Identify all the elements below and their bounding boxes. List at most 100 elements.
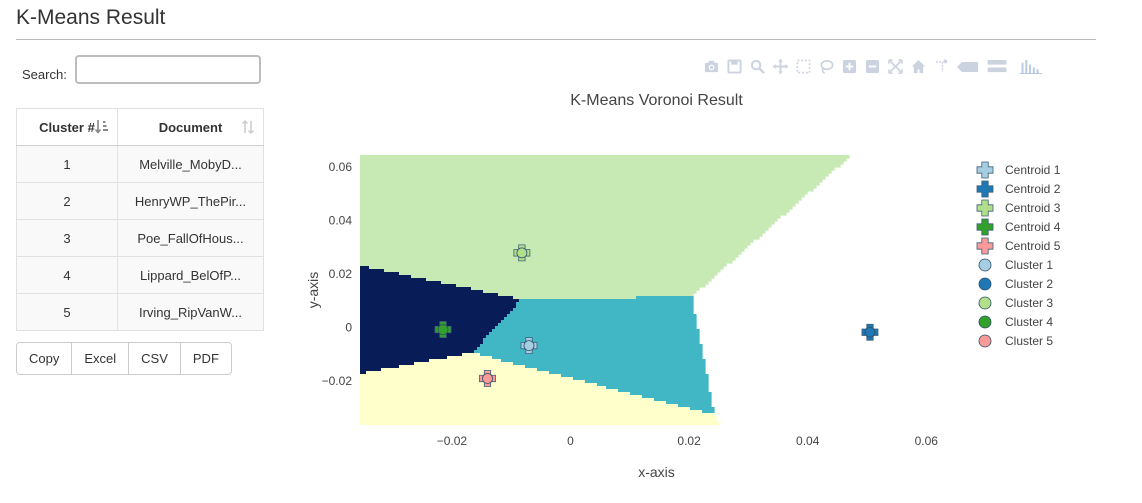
legend-circle-icon (978, 315, 992, 329)
voronoi-cell (360, 209, 790, 213)
voronoi-cell (366, 371, 550, 375)
voronoi-cell (516, 305, 694, 309)
voronoi-cell (426, 278, 712, 282)
y-axis-label: y-axis (305, 272, 321, 309)
cluster-cell: 2 (16, 182, 118, 220)
box-select-icon[interactable] (795, 58, 812, 75)
table-row[interactable]: 2 HenryWP_ThePir... (16, 182, 264, 220)
x-axis-label: x-axis (638, 464, 675, 480)
voronoi-cell (360, 362, 415, 366)
voronoi-cell (429, 359, 502, 363)
voronoi-cell (360, 335, 487, 339)
plot-modebar (703, 58, 1050, 75)
voronoi-cell (360, 401, 667, 405)
page-title: K-Means Result (16, 6, 166, 29)
legend-circle-icon (978, 258, 992, 272)
voronoi-cell (360, 191, 808, 195)
excel-button[interactable]: Excel (71, 342, 130, 375)
voronoi-cell (360, 227, 769, 231)
table-row[interactable]: 4 Lippard_BelOfP... (16, 256, 264, 294)
voronoi-cell (573, 377, 709, 381)
voronoi-cell (360, 368, 382, 372)
voronoi-cell (360, 311, 511, 315)
title-divider (16, 39, 1096, 40)
voronoi-cell (360, 407, 691, 411)
voronoi-cell (678, 404, 712, 408)
voronoi-cell (360, 272, 400, 276)
voronoi-cell (360, 392, 631, 396)
voronoi-cell (360, 290, 484, 294)
csv-button[interactable]: CSV (128, 342, 181, 375)
legend-entry-label: Cluster 3 (1005, 296, 1053, 310)
camera-icon[interactable] (703, 58, 720, 75)
spike-lines-icon[interactable] (933, 58, 950, 75)
voronoi-cell (513, 308, 694, 312)
voronoi-cell (360, 332, 490, 336)
legend-cross-icon (976, 218, 994, 236)
y-tick-label: 0.06 (329, 160, 353, 174)
document-column-header[interactable]: Document (117, 108, 264, 146)
cluster-column-header[interactable]: Cluster # (16, 108, 118, 146)
home-icon[interactable] (910, 58, 927, 75)
voronoi-cell (585, 380, 709, 384)
voronoi-cell (360, 350, 475, 354)
voronoi-cell (360, 419, 718, 423)
voronoi-cell (360, 404, 679, 408)
zoom-out-icon[interactable] (864, 58, 881, 75)
legend-cross-icon (976, 161, 994, 179)
voronoi-cell (360, 278, 427, 282)
y-tick-label: 0 (345, 320, 352, 334)
autoscale-icon[interactable] (887, 58, 904, 75)
voronoi-cell (480, 344, 703, 348)
voronoi-cell (462, 353, 481, 357)
pan-icon[interactable] (772, 58, 789, 75)
copy-button[interactable]: Copy (16, 342, 73, 375)
document-cell: Irving_RipVanW... (117, 293, 264, 331)
table-row[interactable]: 3 Poe_FallOfHous... (16, 219, 264, 257)
table-row[interactable]: 5 Irving_RipVanW... (16, 293, 264, 331)
voronoi-cell (360, 221, 775, 225)
voronoi-cell (360, 338, 484, 342)
voronoi-cell (360, 329, 493, 333)
voronoi-cell (360, 353, 463, 357)
voronoi-cell (360, 320, 502, 324)
voronoi-cell (360, 200, 799, 204)
voronoi-cell (513, 362, 706, 366)
voronoi-cell (360, 326, 496, 330)
voronoi-cell (486, 335, 700, 339)
zoom-in-icon[interactable] (841, 58, 858, 75)
voronoi-cell (360, 371, 367, 375)
voronoi-cell (492, 329, 700, 333)
voronoi-cell (471, 287, 700, 291)
cluster-cell: 3 (16, 219, 118, 257)
voronoi-cell (360, 389, 619, 393)
voronoi-cell (489, 332, 700, 336)
legend-cross-icon (976, 199, 994, 217)
pdf-button[interactable]: PDF (179, 342, 232, 375)
voronoi-cell (360, 224, 772, 228)
save-icon[interactable] (726, 58, 743, 75)
voronoi-cell (360, 308, 514, 312)
hover-compare-icon[interactable] (986, 58, 1008, 75)
legend-entry-label: Centroid 4 (1005, 220, 1061, 234)
plotly-logo-icon[interactable] (1018, 58, 1044, 75)
lasso-icon[interactable] (818, 58, 835, 75)
table-row[interactable]: 1 Melville_MobyD... (16, 145, 264, 183)
cluster-header-label: Cluster # (39, 119, 95, 135)
voronoi-cell (360, 422, 721, 425)
voronoi-cell (360, 263, 727, 267)
voronoi-cell (360, 215, 781, 219)
chart-title: K-Means Voronoi Result (570, 92, 743, 109)
voronoi-cell (360, 380, 586, 384)
voronoi-cell (483, 338, 700, 342)
voronoi-cell (525, 365, 706, 369)
voronoi-cell (474, 350, 703, 354)
search-input[interactable] (75, 55, 261, 84)
voronoi-cell (360, 377, 574, 381)
voronoi-cell (360, 413, 715, 417)
legend-entry-label: Centroid 1 (1005, 163, 1061, 177)
zoom-icon[interactable] (749, 58, 766, 75)
voronoi-cell (360, 281, 442, 285)
hover-closest-icon[interactable] (956, 58, 980, 75)
voronoi-cell (618, 389, 709, 393)
